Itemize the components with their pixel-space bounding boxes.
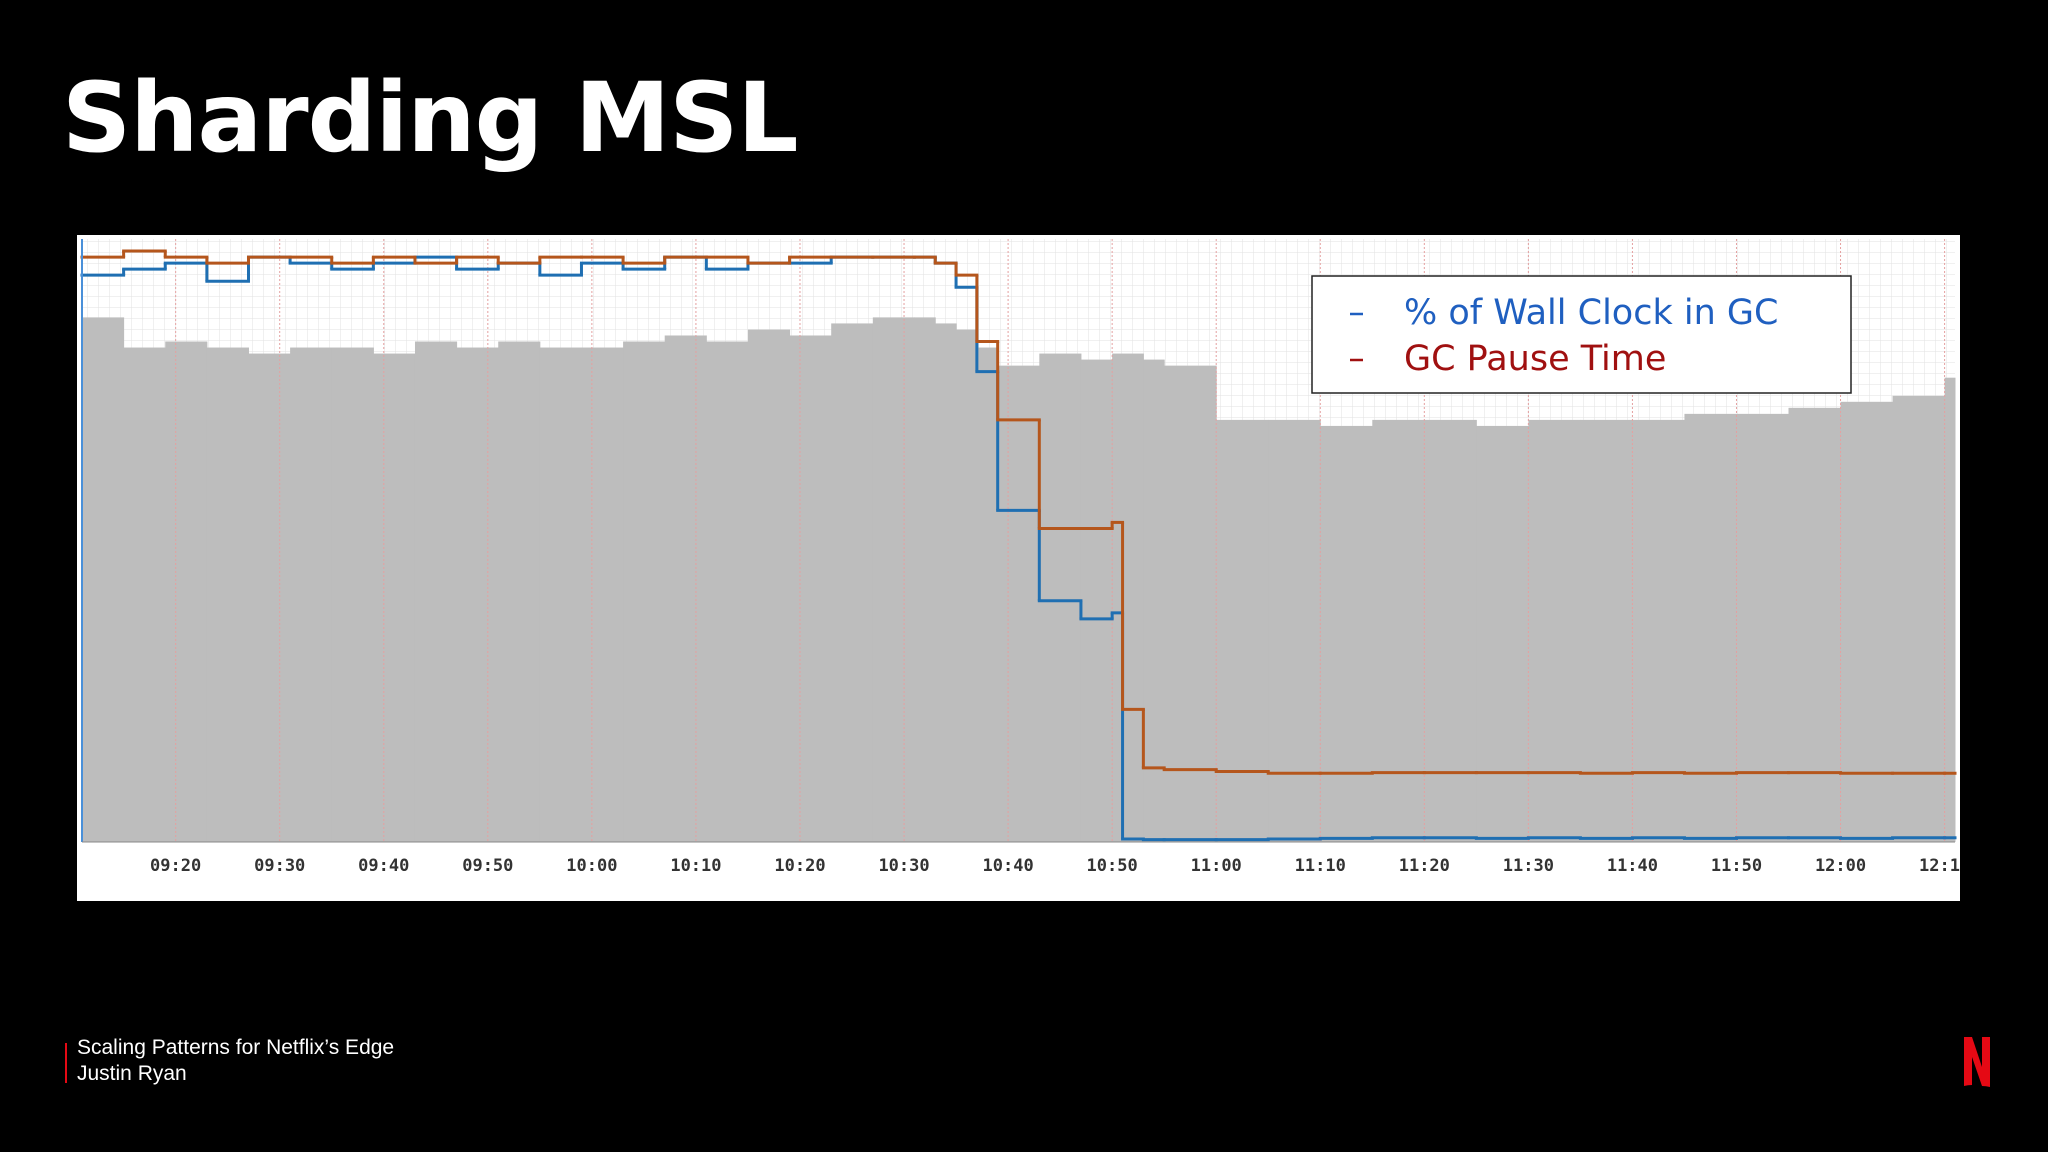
x-tick-label: 09:20	[150, 856, 201, 876]
area-step	[831, 323, 874, 842]
area-step	[935, 323, 957, 842]
area-step	[1039, 353, 1082, 842]
x-tick-label: 09:50	[462, 856, 513, 876]
legend-label: % of Wall Clock in GC	[1404, 293, 1778, 333]
area-step	[373, 353, 416, 842]
x-tick-label: 09:40	[358, 856, 409, 876]
area-step	[331, 347, 374, 842]
x-tick-label: 09:30	[254, 856, 305, 876]
area-step	[914, 317, 936, 842]
area-step	[1112, 353, 1124, 842]
area-step	[1372, 419, 1425, 842]
netflix-logo	[1964, 1037, 1990, 1087]
area-step	[1528, 419, 1581, 842]
area-step	[1320, 425, 1373, 842]
x-tick-label: 11:00	[1191, 856, 1242, 876]
x-tick-label: 11:10	[1295, 856, 1346, 876]
area-step	[976, 347, 999, 842]
area-step	[123, 347, 166, 842]
area-step	[1122, 353, 1144, 842]
area-step	[456, 347, 499, 842]
area-step	[1840, 401, 1894, 842]
area-step	[1164, 365, 1217, 842]
area-step	[581, 347, 624, 842]
area-step	[1216, 419, 1269, 842]
area-step	[997, 365, 1040, 842]
area-step	[664, 335, 707, 842]
area-step	[206, 347, 249, 842]
area-step	[1892, 395, 1946, 842]
area-step	[1684, 413, 1737, 842]
x-tick-label: 11:40	[1607, 856, 1658, 876]
area-step	[1788, 407, 1842, 842]
area-step	[82, 317, 125, 842]
area-step	[789, 335, 832, 842]
area-step	[956, 329, 978, 842]
x-tick-label: 10:00	[566, 856, 617, 876]
area-step	[1268, 419, 1321, 842]
slide-title: Sharding MSL	[62, 62, 799, 174]
x-tick-label: 12:10	[1919, 856, 1970, 876]
area-step	[290, 347, 333, 842]
area-step	[1080, 359, 1113, 842]
footer-title: Scaling Patterns for Netflix’s Edge	[77, 1036, 395, 1059]
area-step	[706, 341, 749, 842]
footer-author: Justin Ryan	[77, 1062, 187, 1085]
area-step	[1424, 419, 1477, 842]
area-step	[1143, 359, 1165, 842]
x-tick-label: 11:50	[1711, 856, 1762, 876]
area-step	[539, 347, 582, 842]
area-step	[1736, 413, 1790, 842]
area-step	[1944, 377, 1956, 842]
x-tick-label: 10:30	[878, 856, 929, 876]
area-step	[248, 353, 291, 842]
legend-label: GC Pause Time	[1404, 339, 1666, 379]
area-step	[872, 317, 915, 842]
x-tick-label: 12:00	[1815, 856, 1866, 876]
area-step	[1476, 425, 1529, 842]
area-step	[165, 341, 208, 842]
area-step	[1580, 419, 1633, 842]
area-step	[1632, 419, 1685, 842]
legend-box	[1311, 275, 1852, 394]
x-tick-label: 11:30	[1503, 856, 1554, 876]
x-tick-label: 10:10	[670, 856, 721, 876]
x-tick-label: 10:20	[774, 856, 825, 876]
area-step	[498, 341, 541, 842]
area-step	[623, 341, 666, 842]
area-step	[414, 341, 458, 842]
x-tick-label: 10:50	[1087, 856, 1138, 876]
x-tick-label: 10:40	[983, 856, 1034, 876]
x-tick-label: 11:20	[1399, 856, 1450, 876]
footer-bar	[65, 1043, 67, 1083]
legend: % of Wall Clock in GC GC Pause Time	[1311, 275, 1852, 394]
area-step	[747, 329, 791, 842]
